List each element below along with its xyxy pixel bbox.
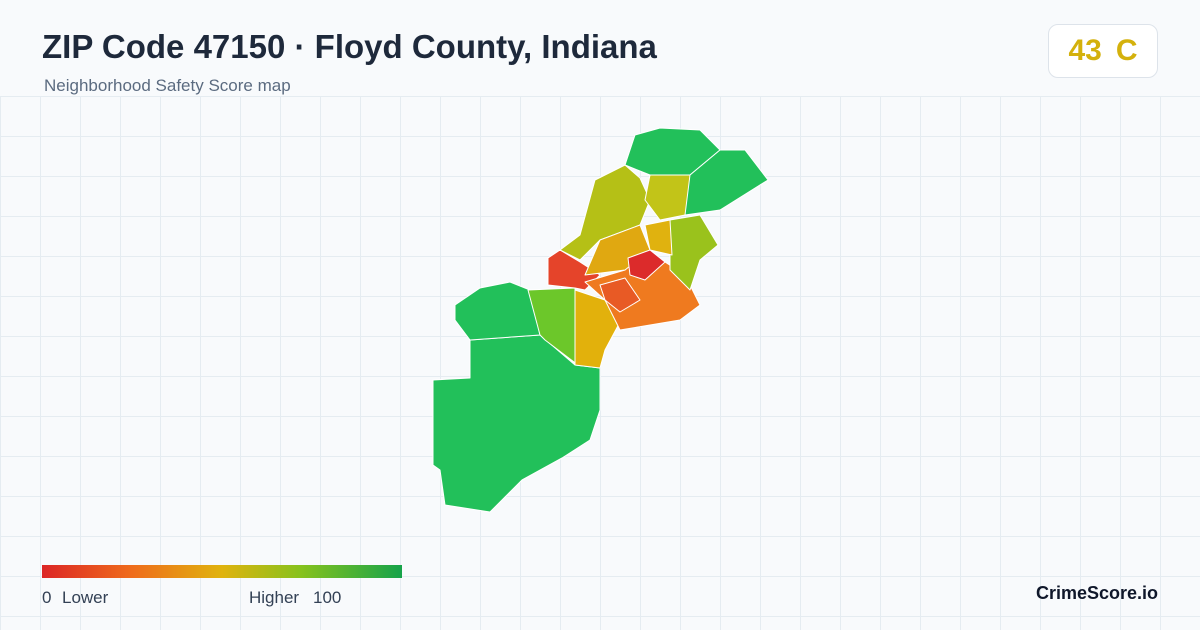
area: [644, 219, 673, 256]
area: [559, 164, 651, 261]
legend-max-label: Higher: [249, 588, 300, 607]
legend-min-label: Lower: [62, 588, 109, 607]
brand: CrimeScore.io: [1035, 583, 1158, 603]
score-badge: 43 C: [1048, 24, 1158, 78]
area: [669, 214, 719, 291]
legend-min: 0: [42, 588, 52, 607]
title: ZIP Code 47150 · Floyd County, Indiana: [42, 28, 657, 65]
area: [627, 249, 666, 281]
score-value: 43: [1068, 34, 1102, 67]
legend-gradient: [42, 565, 402, 578]
area: [684, 149, 769, 216]
legend-max: 100: [313, 588, 342, 607]
subtitle: Neighborhood Safety Score map: [44, 76, 291, 95]
area: [599, 277, 641, 313]
area: [454, 281, 541, 341]
header: [0, 0, 1200, 96]
score-grade: C: [1115, 34, 1138, 67]
area: [527, 287, 579, 366]
